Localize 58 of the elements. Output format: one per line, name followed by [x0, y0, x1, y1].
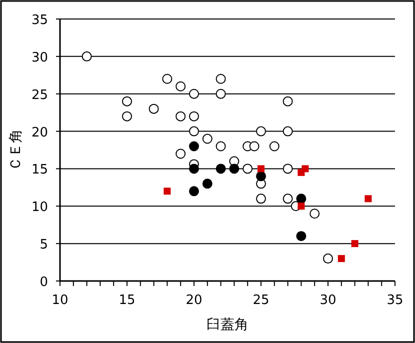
point	[189, 126, 199, 136]
point	[310, 208, 320, 219]
x-tick-label: 35	[386, 293, 404, 308]
y-tick-label: 30	[31, 50, 48, 66]
point	[148, 104, 159, 114]
point	[364, 195, 372, 202]
point	[302, 165, 309, 172]
point	[229, 164, 240, 174]
point	[296, 231, 306, 242]
point	[189, 88, 199, 99]
point	[122, 96, 132, 106]
point	[176, 148, 186, 159]
point	[269, 141, 280, 152]
point	[202, 178, 212, 189]
point	[216, 88, 226, 99]
point	[122, 111, 132, 122]
x-tick-label: 30	[320, 293, 336, 308]
x-tick-label: 10	[52, 293, 68, 308]
point	[282, 96, 293, 106]
point	[216, 74, 226, 84]
x-axis-title: 臼蓋角	[206, 317, 248, 333]
point	[338, 255, 345, 262]
point	[176, 111, 186, 122]
y-tick-label: 15	[31, 162, 48, 178]
point	[249, 141, 260, 152]
point	[351, 240, 358, 248]
point	[256, 194, 266, 204]
y-tick-label: 5	[40, 238, 48, 253]
point	[216, 141, 226, 152]
point	[162, 74, 172, 84]
y-axis-title: ＣＥ角	[8, 129, 24, 171]
point	[296, 194, 306, 204]
point	[242, 164, 253, 174]
x-tick-label: 20	[186, 293, 202, 308]
y-tick-label: 0	[40, 275, 48, 290]
y-tick-label: 10	[31, 200, 48, 216]
point	[256, 126, 266, 136]
point	[189, 111, 199, 122]
x-tick-label: 15	[118, 293, 136, 308]
y-tick-label: 20	[31, 125, 48, 140]
point	[176, 81, 186, 92]
point	[256, 171, 266, 182]
point	[298, 202, 305, 210]
point	[189, 186, 199, 196]
point	[282, 164, 293, 174]
point	[258, 165, 264, 172]
point	[282, 126, 293, 136]
x-tick-label: 25	[252, 293, 270, 308]
point	[82, 51, 92, 62]
point	[189, 141, 199, 152]
point	[282, 194, 293, 204]
y-tick-label: 25	[31, 88, 48, 103]
point	[189, 164, 199, 174]
y-tick-label: 35	[31, 13, 48, 28]
point	[202, 134, 212, 144]
point	[323, 254, 333, 264]
point	[164, 188, 171, 195]
point	[216, 164, 226, 174]
